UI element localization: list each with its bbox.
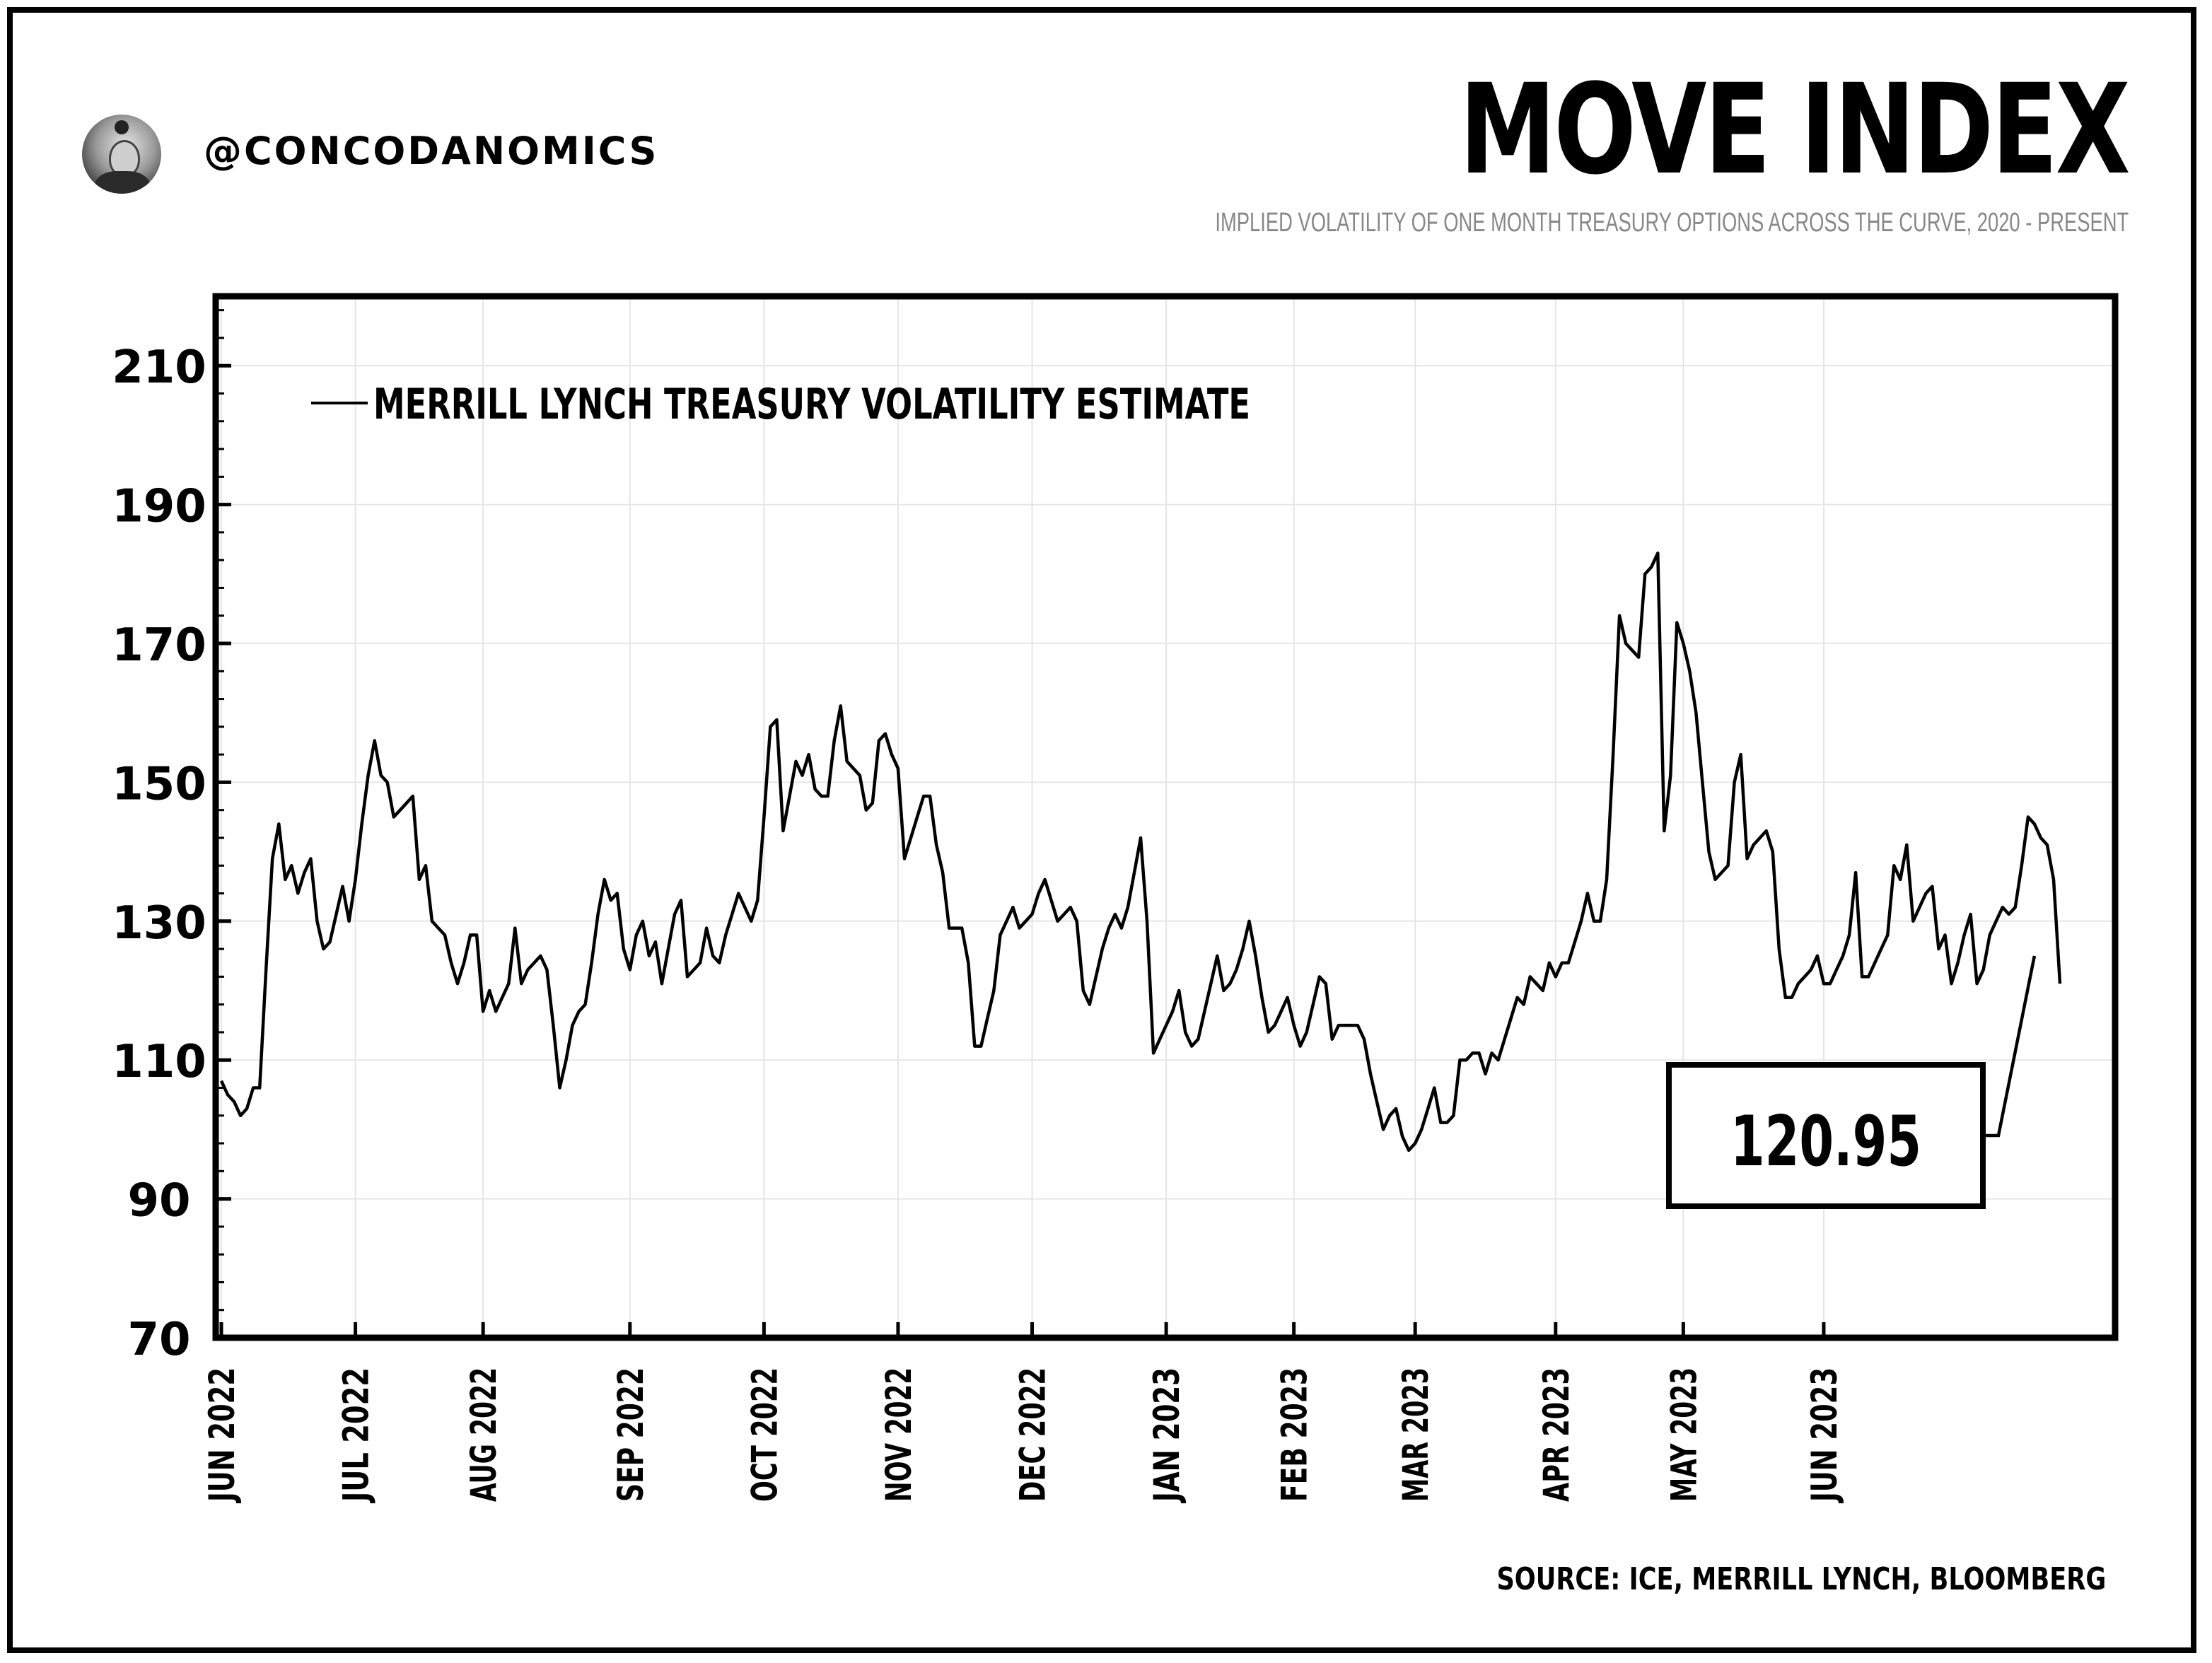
- x-tick-label: JUL 2022: [336, 1367, 377, 1503]
- x-tick-label: JUN 2022: [202, 1367, 243, 1503]
- y-tick-label: 170: [112, 619, 206, 672]
- chart-subtitle: IMPLIED VOLATILITY OF ONE MONTH TREASURY…: [1215, 208, 2129, 238]
- x-tick-label: MAY 2023: [1663, 1367, 1704, 1502]
- avatar-hair-bun: [115, 120, 129, 134]
- x-tick-label: APR 2023: [1536, 1367, 1577, 1502]
- x-tick-label: AUG 2022: [463, 1367, 504, 1502]
- y-tick-label: 210: [112, 342, 206, 394]
- x-tick-label: MAR 2023: [1395, 1367, 1436, 1502]
- author-handle: @CONCODANOMICS: [204, 129, 659, 173]
- value-callout: 120.95: [1666, 955, 2037, 1209]
- y-tick-label: 150: [112, 758, 206, 810]
- series-line-move-index: [219, 552, 2062, 1153]
- y-tick-label: 190: [112, 481, 206, 533]
- x-tick-label: OCT 2022: [744, 1367, 785, 1502]
- plot-area-border: [212, 293, 2119, 1341]
- callout-box: [1666, 1062, 1986, 1209]
- frame-border: [7, 7, 2196, 1653]
- avatar: [82, 115, 161, 194]
- callout-value: 120.95: [1730, 1102, 1921, 1182]
- x-tick-label: NOV 2022: [878, 1367, 919, 1502]
- y-tick-label: 70: [127, 1314, 190, 1366]
- avatar-body: [95, 171, 150, 194]
- x-tick-label: FEB 2023: [1274, 1367, 1315, 1502]
- legend: MERRILL LYNCH TREASURY VOLATILITY ESTIMA…: [311, 380, 1250, 429]
- y-tick-label: 90: [127, 1175, 190, 1227]
- x-axis-ticks: JUN 2022 JUL 2022 AUG 2022 SEP 2022 OCT 2022…: [202, 1322, 1845, 1503]
- y-tick-label: 130: [112, 897, 206, 950]
- callout-pointer: [1983, 955, 2037, 1138]
- y-tick-label: 110: [112, 1036, 206, 1088]
- x-tick-label: DEC 2022: [1013, 1367, 1054, 1502]
- x-tick-label: SEP 2022: [610, 1367, 651, 1502]
- legend-label: MERRILL LYNCH TREASURY VOLATILITY ESTIMA…: [373, 380, 1250, 429]
- x-tick-label: JAN 2023: [1146, 1367, 1187, 1503]
- source-note: SOURCE: ICE, MERRILL LYNCH, BLOOMBERG: [1496, 1561, 2106, 1597]
- chart-title: MOVE INDEX: [1460, 57, 2131, 202]
- x-tick-label: JUN 2023: [1804, 1367, 1845, 1503]
- y-axis-ticks: 70 90 110 130 150 170 190 210: [112, 342, 231, 1366]
